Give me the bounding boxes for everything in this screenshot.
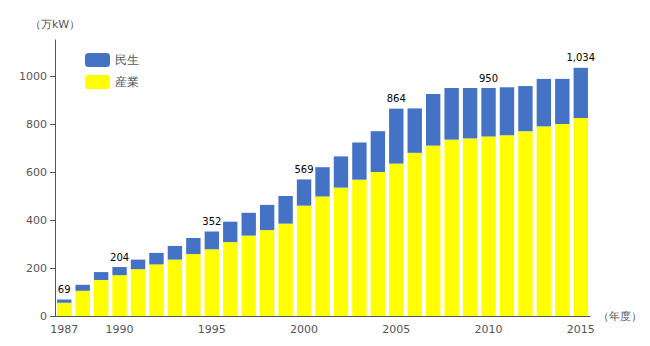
svg-text:400: 400 <box>26 214 47 227</box>
svg-text:864: 864 <box>387 93 406 104</box>
svg-text:1995: 1995 <box>198 323 226 336</box>
svg-text:2000: 2000 <box>290 323 318 336</box>
svg-text:1,034: 1,034 <box>566 52 595 63</box>
svg-text:2010: 2010 <box>475 323 503 336</box>
svg-text:200: 200 <box>26 262 47 275</box>
svg-text:（年度）: （年度） <box>598 310 642 323</box>
svg-text:産業: 産業 <box>115 75 139 89</box>
svg-text:204: 204 <box>110 252 129 263</box>
svg-text:2015: 2015 <box>567 323 595 336</box>
svg-text:352: 352 <box>202 216 221 227</box>
svg-text:569: 569 <box>295 164 314 175</box>
svg-text:1990: 1990 <box>106 323 134 336</box>
svg-text:950: 950 <box>479 73 498 84</box>
svg-text:800: 800 <box>26 118 47 131</box>
svg-text:1987: 1987 <box>50 323 78 336</box>
svg-text:民生: 民生 <box>115 53 139 67</box>
svg-text:0: 0 <box>40 310 47 323</box>
svg-text:2005: 2005 <box>382 323 410 336</box>
svg-text:600: 600 <box>26 166 47 179</box>
svg-text:69: 69 <box>58 284 71 295</box>
svg-text:（万kW）: （万kW） <box>30 18 80 31</box>
svg-text:1000: 1000 <box>19 70 47 83</box>
